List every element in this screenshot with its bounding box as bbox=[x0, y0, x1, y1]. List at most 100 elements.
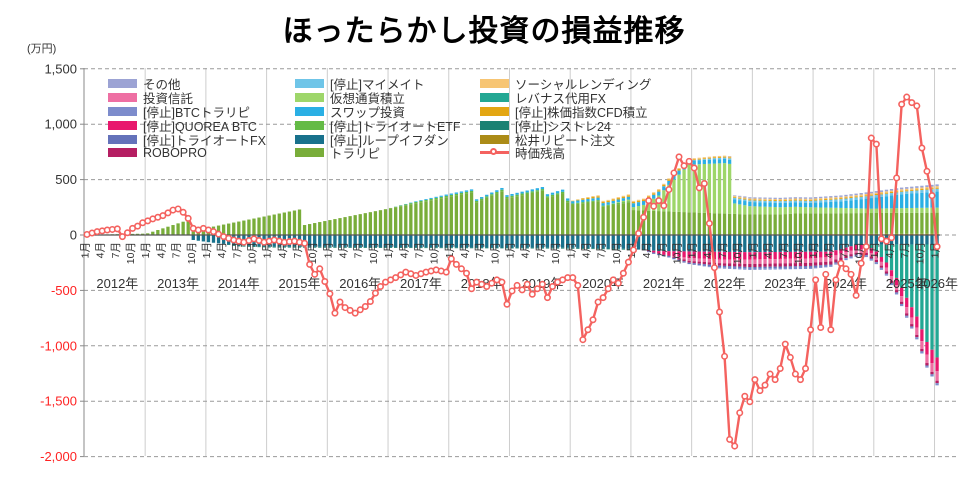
legend-label: [停止]QUOREA BTC bbox=[143, 119, 257, 134]
bar-segment bbox=[824, 202, 828, 208]
bar-segment bbox=[844, 252, 848, 256]
bar-segment bbox=[808, 265, 813, 268]
bar-segment bbox=[480, 235, 484, 248]
bar-segment bbox=[707, 259, 712, 263]
bar-segment bbox=[525, 190, 529, 193]
bar-segment bbox=[191, 235, 195, 240]
bar-segment bbox=[343, 217, 347, 235]
bar-segment bbox=[702, 264, 706, 266]
legend-item: 仮想通貨積立 bbox=[295, 91, 480, 107]
bar-segment bbox=[743, 252, 747, 260]
bar-segment bbox=[586, 235, 590, 249]
bar-segment bbox=[753, 198, 757, 200]
bar-segment bbox=[743, 266, 747, 269]
bar-segment bbox=[343, 235, 347, 247]
bar-segment bbox=[318, 235, 322, 247]
bar-segment bbox=[677, 258, 681, 260]
bar-segment bbox=[829, 198, 833, 200]
bar-segment bbox=[733, 263, 737, 267]
line-marker bbox=[913, 102, 921, 110]
bar-segment bbox=[915, 233, 919, 235]
bar-segment bbox=[581, 198, 585, 200]
bar-segment bbox=[874, 191, 879, 193]
bar-segment bbox=[464, 235, 469, 248]
bar-segment bbox=[819, 251, 823, 258]
bar-segment bbox=[555, 247, 560, 249]
bar-segment bbox=[884, 244, 889, 263]
x-month-label: 10月 bbox=[186, 242, 198, 264]
x-month-label: 7月 bbox=[231, 242, 243, 258]
bar-segment bbox=[824, 261, 828, 265]
bar-segment bbox=[383, 235, 388, 248]
line-marker bbox=[852, 291, 860, 299]
x-year-label: 2022年 bbox=[704, 276, 746, 291]
bar-segment bbox=[707, 158, 712, 160]
bar-segment bbox=[900, 303, 904, 305]
bar-segment bbox=[525, 192, 529, 195]
line-marker bbox=[771, 376, 779, 384]
bar-segment bbox=[712, 213, 717, 235]
bar-segment bbox=[854, 235, 858, 245]
bar-segment bbox=[727, 263, 732, 267]
x-month-label: 1月 bbox=[565, 242, 577, 258]
bar-segment bbox=[894, 208, 899, 213]
bars-group bbox=[85, 155, 939, 386]
bar-segment bbox=[798, 251, 803, 259]
bar-segment bbox=[196, 235, 200, 241]
bar-segment bbox=[687, 262, 691, 265]
bar-segment bbox=[773, 263, 777, 267]
bar-segment bbox=[677, 168, 681, 170]
bar-segment bbox=[910, 193, 914, 208]
bar-segment bbox=[394, 207, 398, 235]
bar-segment bbox=[844, 258, 848, 259]
bar-segment bbox=[616, 198, 620, 200]
bar-segment bbox=[596, 201, 600, 235]
bar-segment bbox=[935, 233, 939, 235]
bar-segment bbox=[854, 199, 858, 209]
bar-segment bbox=[505, 247, 509, 249]
line-marker bbox=[862, 243, 870, 251]
bar-segment bbox=[763, 197, 767, 199]
bar-segment bbox=[717, 157, 722, 160]
bar-segment bbox=[586, 248, 590, 249]
bar-segment bbox=[859, 199, 863, 209]
bar-segment bbox=[404, 204, 408, 206]
bar-segment bbox=[409, 204, 413, 235]
bar-segment bbox=[839, 201, 843, 208]
bar-segment bbox=[591, 196, 595, 197]
line-marker bbox=[908, 99, 916, 107]
bar-segment bbox=[874, 262, 879, 263]
x-month-label: 10月 bbox=[611, 242, 623, 264]
bar-segment bbox=[738, 252, 742, 260]
bar-segment bbox=[707, 235, 712, 252]
bar-segment bbox=[535, 247, 539, 249]
bar-segment bbox=[869, 194, 873, 196]
legend-label: 仮想通貨積立 bbox=[330, 92, 406, 107]
bar-segment bbox=[444, 195, 448, 198]
bar-segment bbox=[788, 266, 792, 268]
bar-segment bbox=[864, 255, 868, 258]
bar-segment bbox=[763, 252, 767, 260]
bar-segment bbox=[566, 235, 570, 248]
bar-segment bbox=[495, 247, 499, 249]
bar-segment bbox=[717, 213, 722, 235]
bar-segment bbox=[146, 233, 150, 235]
bar-segment bbox=[560, 191, 565, 194]
line-marker bbox=[731, 442, 739, 450]
bar-segment bbox=[647, 196, 651, 198]
line-marker bbox=[174, 205, 182, 213]
bar-segment bbox=[819, 213, 823, 235]
bar-segment bbox=[434, 247, 438, 249]
bar-segment bbox=[819, 207, 823, 214]
bar-segment bbox=[905, 190, 909, 192]
bar-segment bbox=[530, 189, 534, 192]
legend-label: その他 bbox=[143, 78, 181, 93]
bar-segment bbox=[480, 198, 484, 201]
bar-segment bbox=[717, 263, 722, 266]
x-month-label: 10月 bbox=[732, 242, 744, 264]
bar-segment bbox=[621, 248, 626, 250]
bar-segment bbox=[727, 266, 732, 268]
bar-segment bbox=[591, 201, 595, 235]
bar-segment bbox=[378, 247, 383, 248]
bar-segment bbox=[879, 267, 884, 269]
